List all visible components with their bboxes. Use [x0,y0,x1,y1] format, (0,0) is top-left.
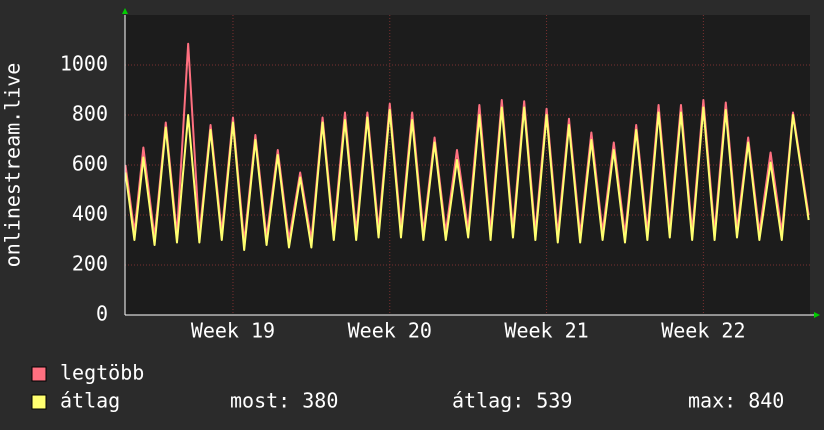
stat-label: most: 380 [230,389,338,413]
x-tick-label: Week 20 [348,319,432,343]
series-line [124,106,810,251]
y-axis-label: onlinestream.live [1,63,25,268]
stat-label: átlag: 539 [452,389,572,413]
x-tick-label: Week 19 [191,319,275,343]
axis-arrow [122,8,128,14]
y-tick-label: 600 [72,152,108,176]
legend-swatch [31,366,47,382]
y-tick-label: 400 [72,202,108,226]
y-tick-label: 1000 [60,52,108,76]
legend-label: legtöbb [60,361,144,385]
axis-arrow [814,312,820,318]
y-tick-label: 0 [96,302,108,326]
legend-label: átlag [60,389,120,413]
legend-swatch [31,394,47,410]
y-tick-label: 200 [72,252,108,276]
x-tick-label: Week 22 [661,319,745,343]
y-tick-label: 800 [72,102,108,126]
x-tick-label: Week 21 [504,319,588,343]
stat-label: max: 840 [688,389,784,413]
